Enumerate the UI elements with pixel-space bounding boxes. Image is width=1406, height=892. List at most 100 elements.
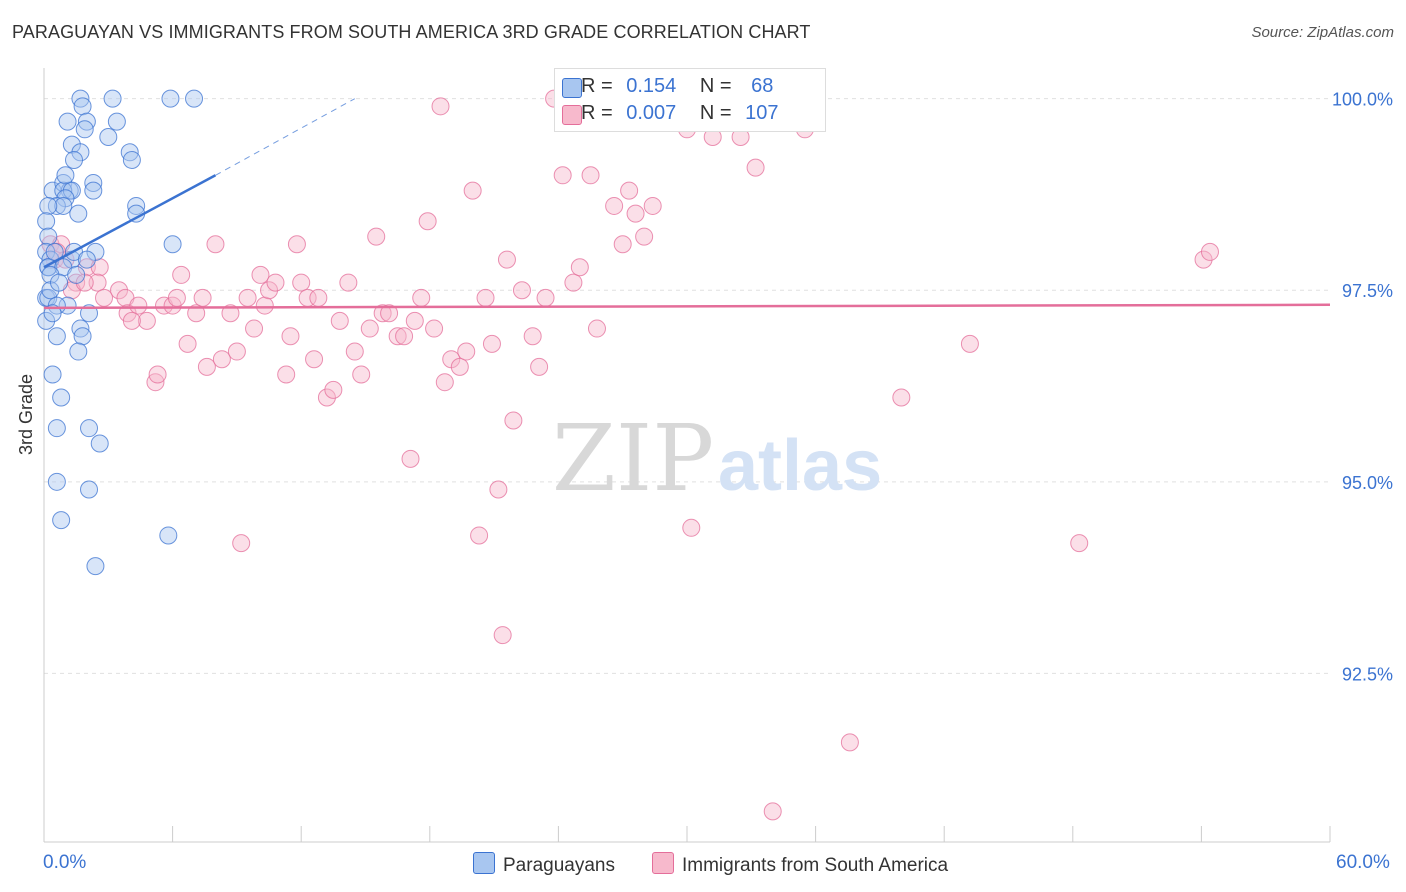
y-axis-label: 3rd Grade (16, 373, 36, 455)
data-point (238, 288, 257, 307)
legend-r-value: 0.154 (626, 75, 677, 97)
data-point (146, 373, 165, 392)
data-point (86, 557, 105, 576)
data-point (255, 296, 274, 315)
y-tick-labels: 100.0% 97.5% 95.0% 92.5% (1332, 90, 1393, 685)
data-point (746, 158, 765, 177)
y-tick-label: 92.5% (1342, 664, 1393, 684)
data-point (71, 143, 90, 162)
data-point (185, 89, 204, 108)
data-point (62, 181, 81, 200)
data-point (56, 166, 75, 185)
data-point (482, 334, 501, 353)
legend-row-paraguayans: R = 0.154 N = 68 (562, 75, 773, 99)
data-point (52, 511, 71, 530)
correlation-legend: R = 0.154 N = 68 R = 0.007 N = 107 (554, 68, 826, 132)
data-point (324, 380, 343, 399)
data-point (504, 411, 523, 430)
data-point (80, 419, 99, 438)
axes (43, 68, 1331, 843)
data-point (330, 311, 349, 330)
data-point (425, 319, 444, 338)
data-point (52, 388, 71, 407)
trend-lines (43, 98, 1331, 310)
data-point (418, 212, 437, 231)
data-point (489, 480, 508, 499)
data-point (305, 350, 324, 369)
data-point (581, 166, 600, 185)
data-point (643, 196, 662, 215)
data-point (84, 181, 103, 200)
data-point (110, 281, 129, 300)
y-tick-label: 97.5% (1342, 281, 1393, 301)
legend-r-label: R = (581, 75, 613, 97)
data-point (405, 311, 424, 330)
watermark-atlas: atlas (718, 426, 882, 506)
data-point (221, 304, 240, 323)
data-point (107, 112, 126, 131)
data-point (197, 357, 216, 376)
data-point (65, 150, 84, 169)
data-point (277, 365, 296, 384)
data-point (67, 265, 86, 284)
data-point (99, 127, 118, 146)
data-point (120, 143, 139, 162)
data-point (373, 304, 392, 323)
x-tick-label-min: 0.0% (43, 852, 87, 873)
data-point (497, 250, 516, 269)
data-point (187, 304, 206, 323)
data-point (1070, 534, 1089, 553)
data-point (88, 273, 107, 292)
data-point (50, 273, 69, 292)
data-point (103, 89, 122, 108)
data-point (43, 365, 62, 384)
data-point (476, 288, 495, 307)
data-point (395, 327, 414, 346)
data-point (763, 802, 782, 821)
bottom-legend-immigrants: Immigrants from South America (652, 852, 948, 877)
data-point (178, 334, 197, 353)
data-point (450, 357, 469, 376)
data-point (84, 173, 103, 192)
data-point (122, 150, 141, 169)
legend-r-label: R = (581, 102, 613, 124)
data-point (77, 258, 96, 277)
data-point (266, 273, 285, 292)
data-point (75, 120, 94, 139)
data-point (212, 350, 231, 369)
data-point (635, 227, 654, 246)
data-point (317, 388, 336, 407)
y-tick-label: 100.0% (1332, 90, 1393, 110)
data-point (37, 212, 56, 231)
data-point (129, 296, 148, 315)
y-tick-label: 95.0% (1342, 473, 1393, 493)
data-point (457, 342, 476, 361)
data-point (292, 273, 311, 292)
data-point (77, 112, 96, 131)
legend-n-label: N = (699, 75, 732, 97)
data-point (58, 296, 77, 315)
data-point (58, 112, 77, 131)
data-point (137, 311, 156, 330)
data-point (367, 227, 386, 246)
data-point (570, 258, 589, 277)
data-point (245, 319, 264, 338)
bottom-legend-paraguayans: Paraguayans (473, 852, 615, 877)
data-point (73, 97, 92, 116)
data-point (148, 365, 167, 384)
data-point (360, 319, 379, 338)
data-point (512, 281, 531, 300)
data-point (493, 626, 512, 645)
data-point (605, 196, 624, 215)
data-point (80, 480, 99, 499)
legend-swatch-blue (562, 78, 582, 98)
data-point (71, 319, 90, 338)
grid-lines (44, 98, 1330, 674)
data-point (339, 273, 358, 292)
bottom-legend-swatch-blue (473, 852, 495, 874)
data-point (412, 288, 431, 307)
data-point (620, 181, 639, 200)
data-point (161, 89, 180, 108)
data-point (587, 319, 606, 338)
